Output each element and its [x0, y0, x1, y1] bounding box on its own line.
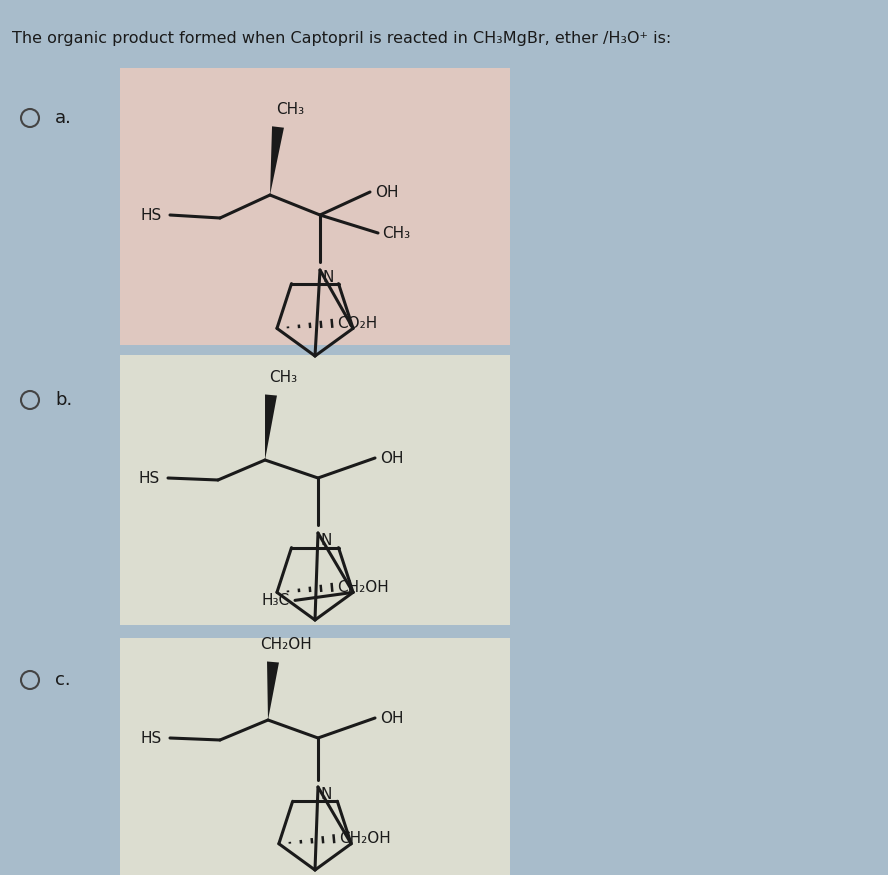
Polygon shape [267, 662, 279, 720]
Text: HS: HS [141, 731, 162, 746]
Text: H₃C: H₃C [262, 593, 290, 608]
Polygon shape [270, 126, 284, 195]
Text: N: N [320, 533, 331, 548]
Text: OH: OH [380, 710, 403, 725]
Text: N: N [322, 270, 333, 285]
Text: a.: a. [55, 109, 72, 127]
FancyBboxPatch shape [120, 68, 510, 345]
Text: OH: OH [375, 185, 399, 200]
Text: CH₃: CH₃ [276, 102, 304, 117]
Text: CH₃: CH₃ [382, 226, 410, 241]
Text: CH₂OH: CH₂OH [260, 637, 312, 652]
Text: CO₂H: CO₂H [337, 316, 377, 331]
Text: The organic product formed when Captopril is reacted in CH₃MgBr, ether /H₃O⁺ is:: The organic product formed when Captopri… [12, 31, 671, 46]
Polygon shape [265, 395, 277, 460]
Text: c.: c. [55, 671, 71, 689]
Text: CH₃: CH₃ [269, 370, 297, 385]
Text: N: N [320, 787, 331, 802]
FancyBboxPatch shape [120, 355, 510, 625]
Text: CH₂OH: CH₂OH [337, 580, 389, 595]
Text: b.: b. [55, 391, 72, 409]
Text: HS: HS [139, 471, 160, 486]
Text: OH: OH [380, 451, 403, 466]
Text: CH₂OH: CH₂OH [339, 831, 391, 846]
Text: HS: HS [141, 207, 162, 222]
FancyBboxPatch shape [120, 638, 510, 875]
